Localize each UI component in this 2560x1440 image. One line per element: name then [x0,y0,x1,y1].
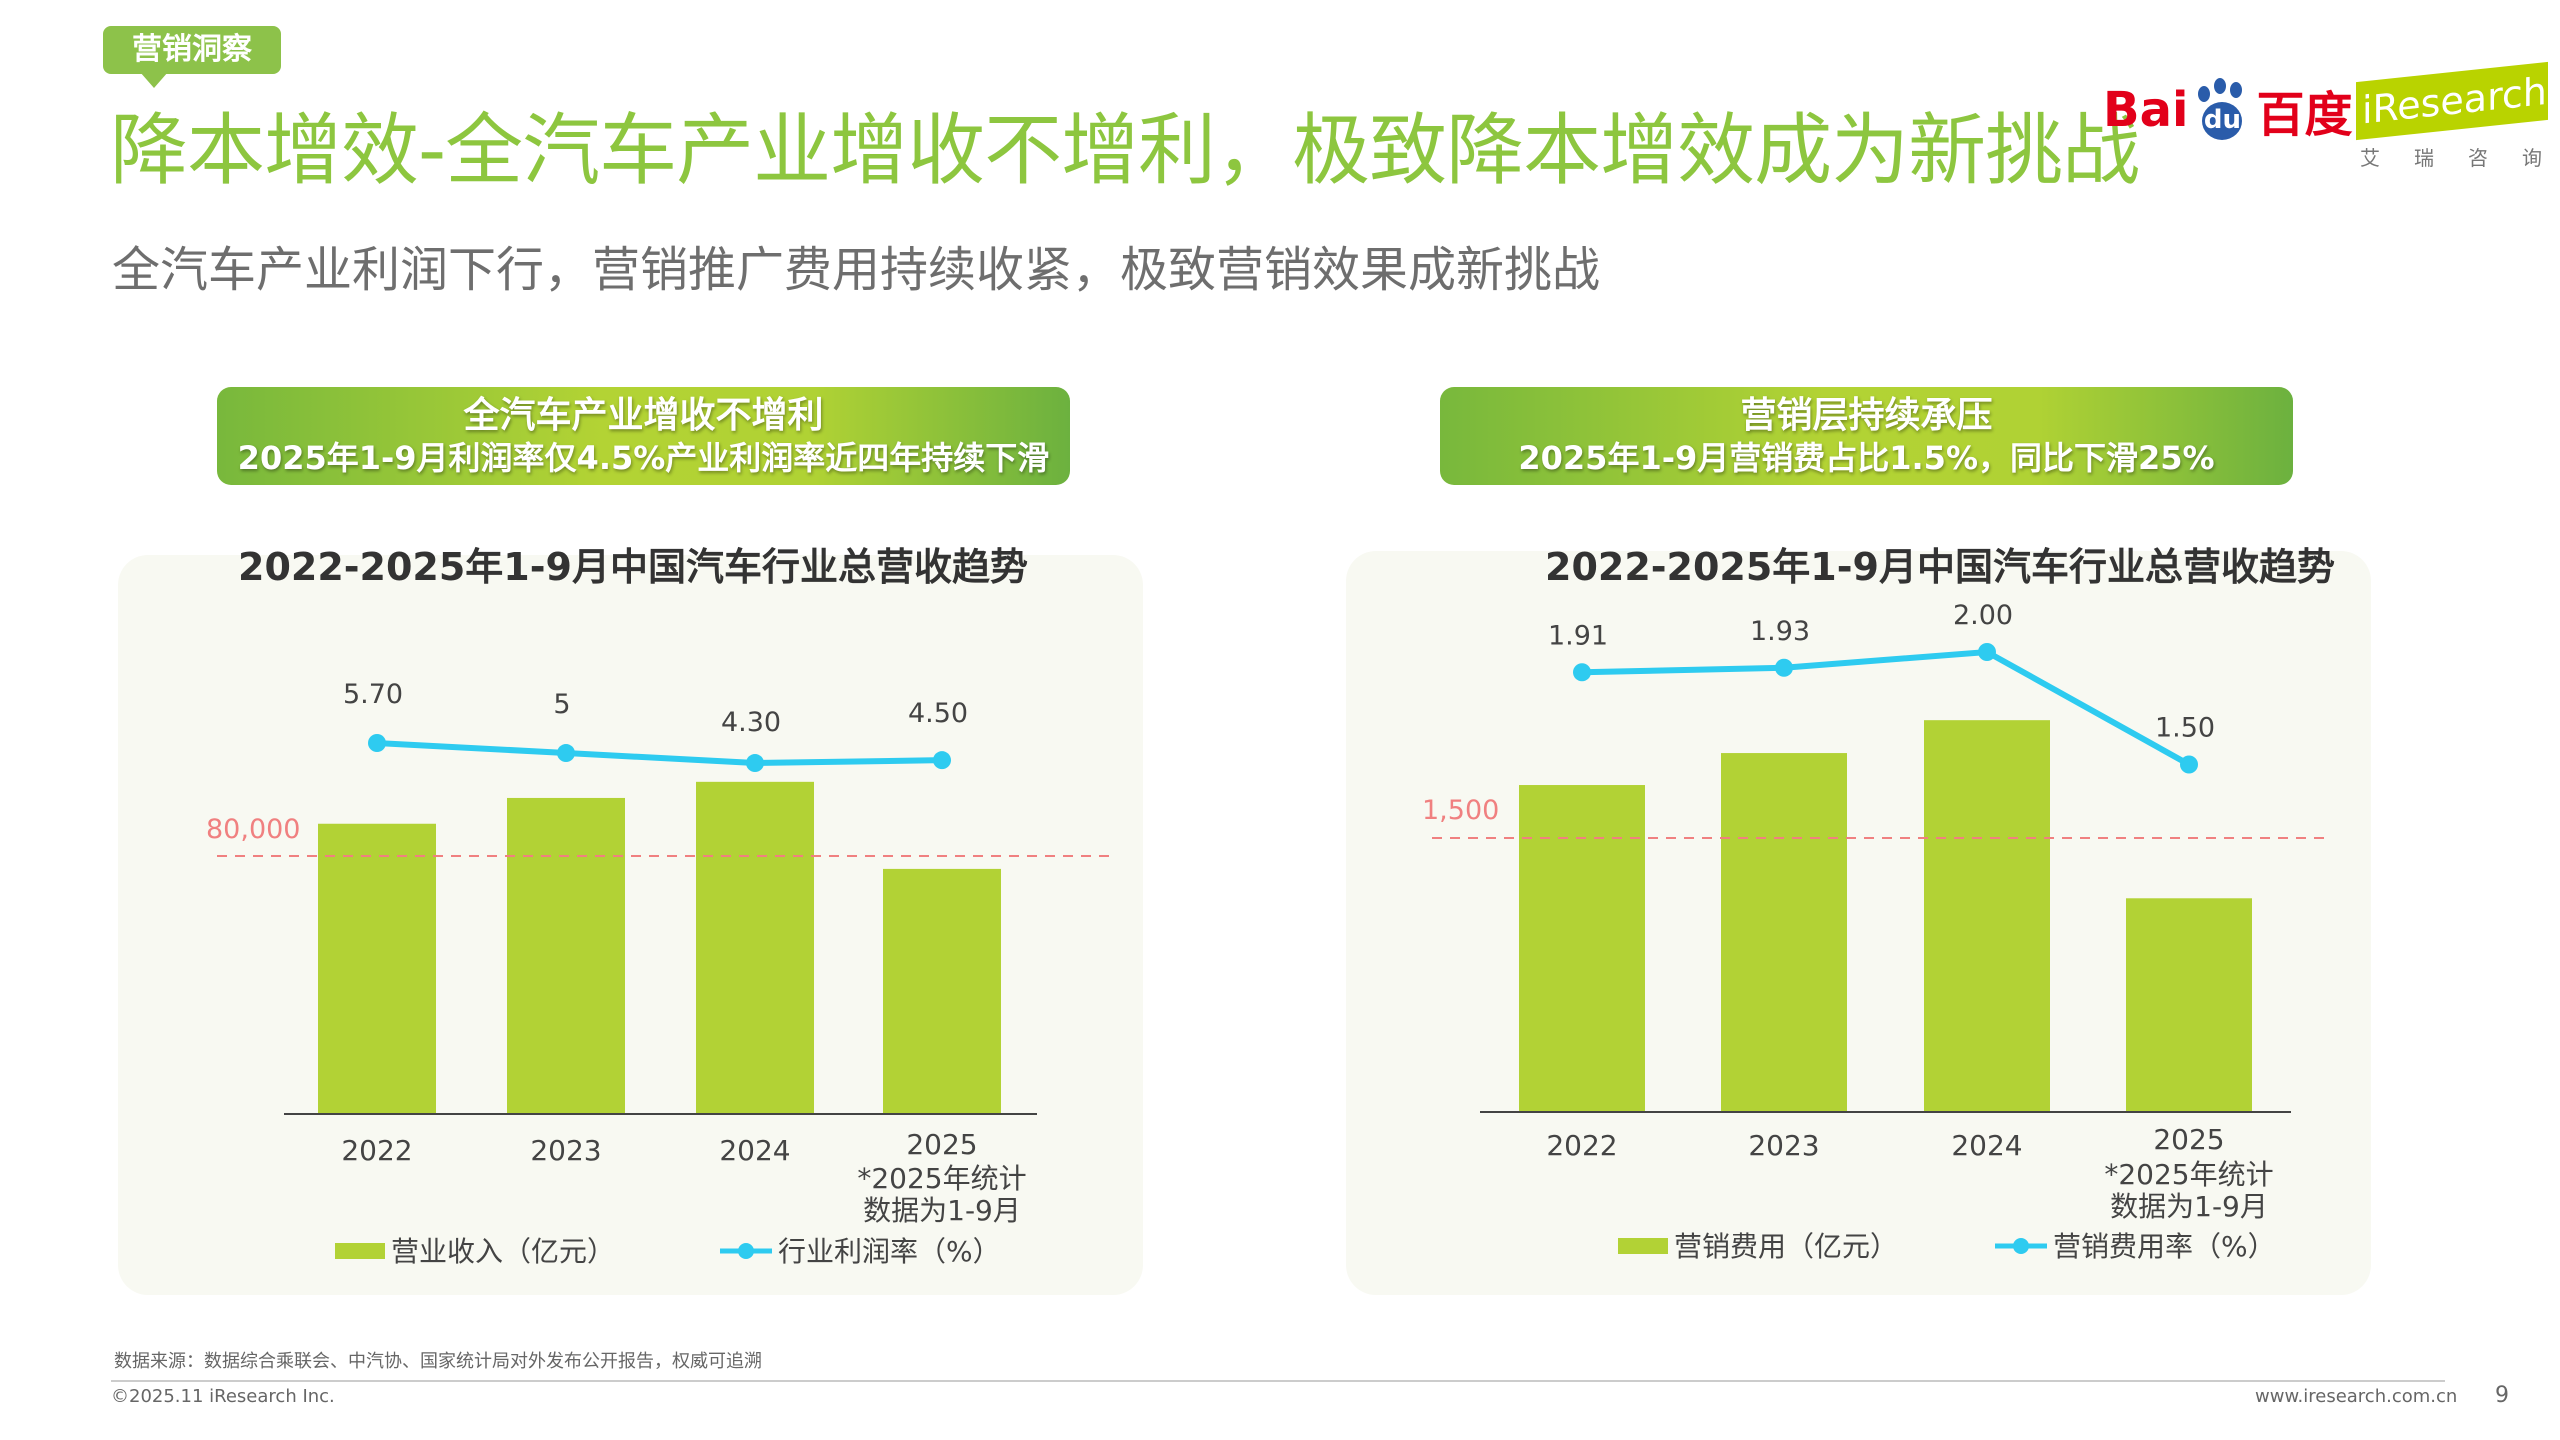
legend-bar-label: 营业收入（亿元） [391,1235,615,1268]
baidu-logo: Bai du 百度 [2103,70,2352,150]
left-banner-title: 全汽车产业增收不增利 [463,395,824,436]
x-tick-2022: 2022 [1546,1129,1617,1162]
bar-2022 [1519,785,1645,1112]
bar-2024 [696,781,814,1114]
bar-2023 [1721,753,1847,1112]
legend-bar-label: 营销费用（亿元） [1674,1230,1898,1263]
right-banner-subtitle: 2025年1-9月营销费占比1.5%，同比下滑25% [1518,439,2215,477]
rate-line [1581,648,2191,768]
category-note: *2025年统计 [2104,1158,2273,1191]
baidu-logo-cn: 百度 [2256,87,2353,143]
category-note: 数据为1-9月 [863,1194,1021,1227]
legend-line-marker [2013,1238,2029,1254]
left-chart-title: 2022-2025年1-9月中国汽车行业总营收趋势 [238,545,1028,589]
section-tag: 营销洞察 [103,26,281,74]
page-number: 9 [2495,1383,2509,1408]
rate-point-2024 [746,754,764,773]
legend-bar-swatch [335,1243,385,1259]
legend-line-marker [738,1243,754,1259]
bar-2025 [2126,898,2252,1112]
legend-bar-swatch [1618,1238,1668,1254]
rate-point-2025 [2180,755,2198,774]
x-tick-2023: 2023 [530,1134,601,1167]
rate-point-2023 [557,744,575,763]
rate-label-2024: 4.30 [721,707,781,738]
page-title: 降本增效-全汽车产业增收不增利，极致降本增效成为新挑战 [110,106,2140,196]
tag-tail [140,72,168,88]
data-source: 数据来源：数据综合乘联会、中汽协、国家统计局对外发布公开报告，权威可追溯 [114,1351,762,1372]
x-tick-2023: 2023 [1748,1129,1819,1162]
x-tick-2024: 2024 [1951,1129,2022,1162]
baidu-logo-text: Bai [2103,82,2189,138]
rate-point-2023 [1775,658,1793,677]
rate-label-2022: 5.70 [343,679,403,710]
page-subtitle: 全汽车产业利润下行，营销推广费用持续收紧，极致营销效果成新挑战 [112,242,1601,298]
footer-divider [111,1380,2445,1382]
left-banner: 全汽车产业增收不增利 2025年1-9月利润率仅4.5%产业利润率近四年持续下滑 [217,387,1070,485]
x-tick-2024: 2024 [719,1134,790,1167]
right-banner-title: 营销层持续承压 [1740,395,1993,436]
rate-point-2024 [1978,643,1996,661]
reference-label: 80,000 [206,814,300,845]
website-link[interactable]: www.iresearch.com.cn [2255,1386,2458,1407]
rate-label-2023: 1.93 [1750,616,1810,647]
rate-label-2022: 1.91 [1548,620,1608,651]
x-tick-2025: 2025 [906,1128,977,1161]
rate-point-2022 [368,734,386,752]
copyright: ©2025.11 iResearch Inc. [111,1386,335,1407]
right-chart-title: 2022-2025年1-9月中国汽车行业总营收趋势 [1545,545,2335,589]
legend-line-label: 行业利润率（%） [778,1235,1001,1268]
reference-label: 1,500 [1422,795,1499,826]
bar-2025 [883,868,1001,1114]
rate-label-2025: 4.50 [908,698,968,729]
category-note: *2025年统计 [857,1162,1026,1195]
legend-line-label: 营销费用率（%） [2053,1230,2276,1263]
bar-2022 [318,823,436,1114]
rate-label-2024: 2.00 [1953,600,2013,631]
left-banner-subtitle: 2025年1-9月利润率仅4.5%产业利润率近四年持续下滑 [237,439,1050,477]
rate-line [376,740,943,767]
rate-label-2023: 5 [553,689,570,720]
category-note: 数据为1-9月 [2110,1190,2268,1223]
right-banner: 营销层持续承压 2025年1-9月营销费占比1.5%，同比下滑25% [1440,387,2293,485]
rate-label-2025: 1.50 [2155,713,2215,744]
rate-point-2025 [933,751,951,770]
bar-2024 [1924,720,2050,1112]
baidu-paw-icon: du [2192,78,2252,142]
rate-point-2022 [1573,663,1591,682]
iresearch-logo-cn: 艾瑞咨询 [2360,146,2560,170]
x-tick-2022: 2022 [341,1134,412,1167]
bar-2023 [507,797,625,1114]
x-tick-2025: 2025 [2153,1123,2224,1156]
